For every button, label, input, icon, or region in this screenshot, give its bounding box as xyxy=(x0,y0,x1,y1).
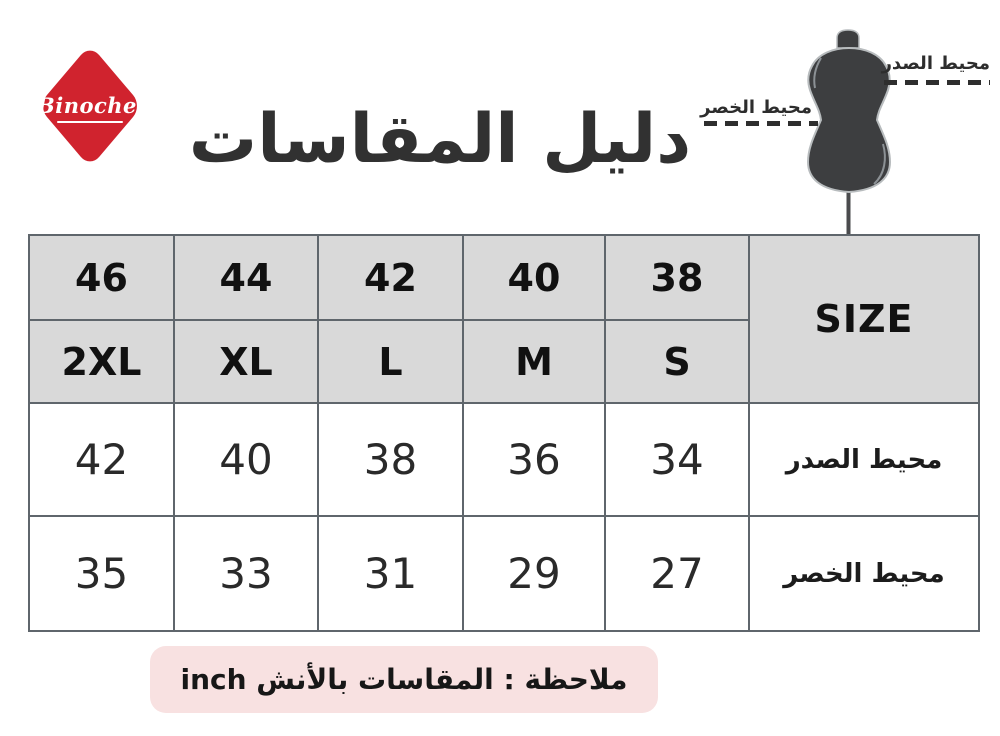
waist-value-cell: 27 xyxy=(604,515,750,632)
chest-value-cell: 40 xyxy=(173,402,319,517)
size-table: 46 44 42 40 38 SIZE 2XL XL L M S 42 40 3… xyxy=(28,234,980,632)
mannequin-highlight-right xyxy=(873,143,886,185)
row-label-chest: محيط الصدر xyxy=(748,402,980,517)
mannequin-pole xyxy=(846,186,851,234)
size-header-cell: SIZE xyxy=(748,234,980,404)
waist-dash-line xyxy=(704,121,818,126)
brand-name: Binoche® xyxy=(37,91,146,118)
eu-size-cell: 42 xyxy=(317,234,464,321)
eu-size-cell: 44 xyxy=(173,234,319,321)
intl-size-cell: M xyxy=(462,319,606,404)
intl-size-cell: XL xyxy=(173,319,319,404)
waist-value-cell: 35 xyxy=(28,515,175,632)
chest-value-cell: 38 xyxy=(317,402,464,517)
chest-value-cell: 36 xyxy=(462,402,606,517)
chest-value-cell: 42 xyxy=(28,402,175,517)
brand-name-text: Binoche xyxy=(37,93,137,118)
logo-underline xyxy=(57,121,123,123)
eu-size-cell: 40 xyxy=(462,234,606,321)
units-note: ملاحظة : المقاسات بالأنش inch xyxy=(150,646,658,713)
mannequin-highlight-left xyxy=(813,57,822,89)
brand-logo: Binoche® xyxy=(37,44,146,168)
eu-size-cell: 38 xyxy=(604,234,750,321)
mannequin-neck xyxy=(836,29,860,49)
intl-size-cell: S xyxy=(604,319,750,404)
row-label-waist: محيط الخصر xyxy=(748,515,980,632)
page-title: دليل المقاسات xyxy=(188,100,692,179)
waist-measure-label: محيط الخصر xyxy=(700,97,812,118)
intl-size-cell: 2XL xyxy=(28,319,175,404)
intl-size-cell: L xyxy=(317,319,464,404)
waist-value-cell: 31 xyxy=(317,515,464,632)
intl-sizes-row: 2XL XL L M S xyxy=(28,319,979,404)
registered-mark: ® xyxy=(136,98,146,107)
eu-size-cell: 46 xyxy=(28,234,175,321)
chest-value-cell: 34 xyxy=(604,402,750,517)
eu-sizes-row: 46 44 42 40 38 SIZE xyxy=(28,234,980,404)
waist-value-cell: 33 xyxy=(173,515,319,632)
chest-row: 42 40 38 36 34 محيط الصدر xyxy=(28,402,980,517)
chest-measure-label: محيط الصدر xyxy=(881,53,990,74)
chest-dash-line xyxy=(884,80,990,85)
waist-row: 35 33 31 29 27 محيط الخصر xyxy=(28,515,980,632)
waist-value-cell: 29 xyxy=(462,515,606,632)
